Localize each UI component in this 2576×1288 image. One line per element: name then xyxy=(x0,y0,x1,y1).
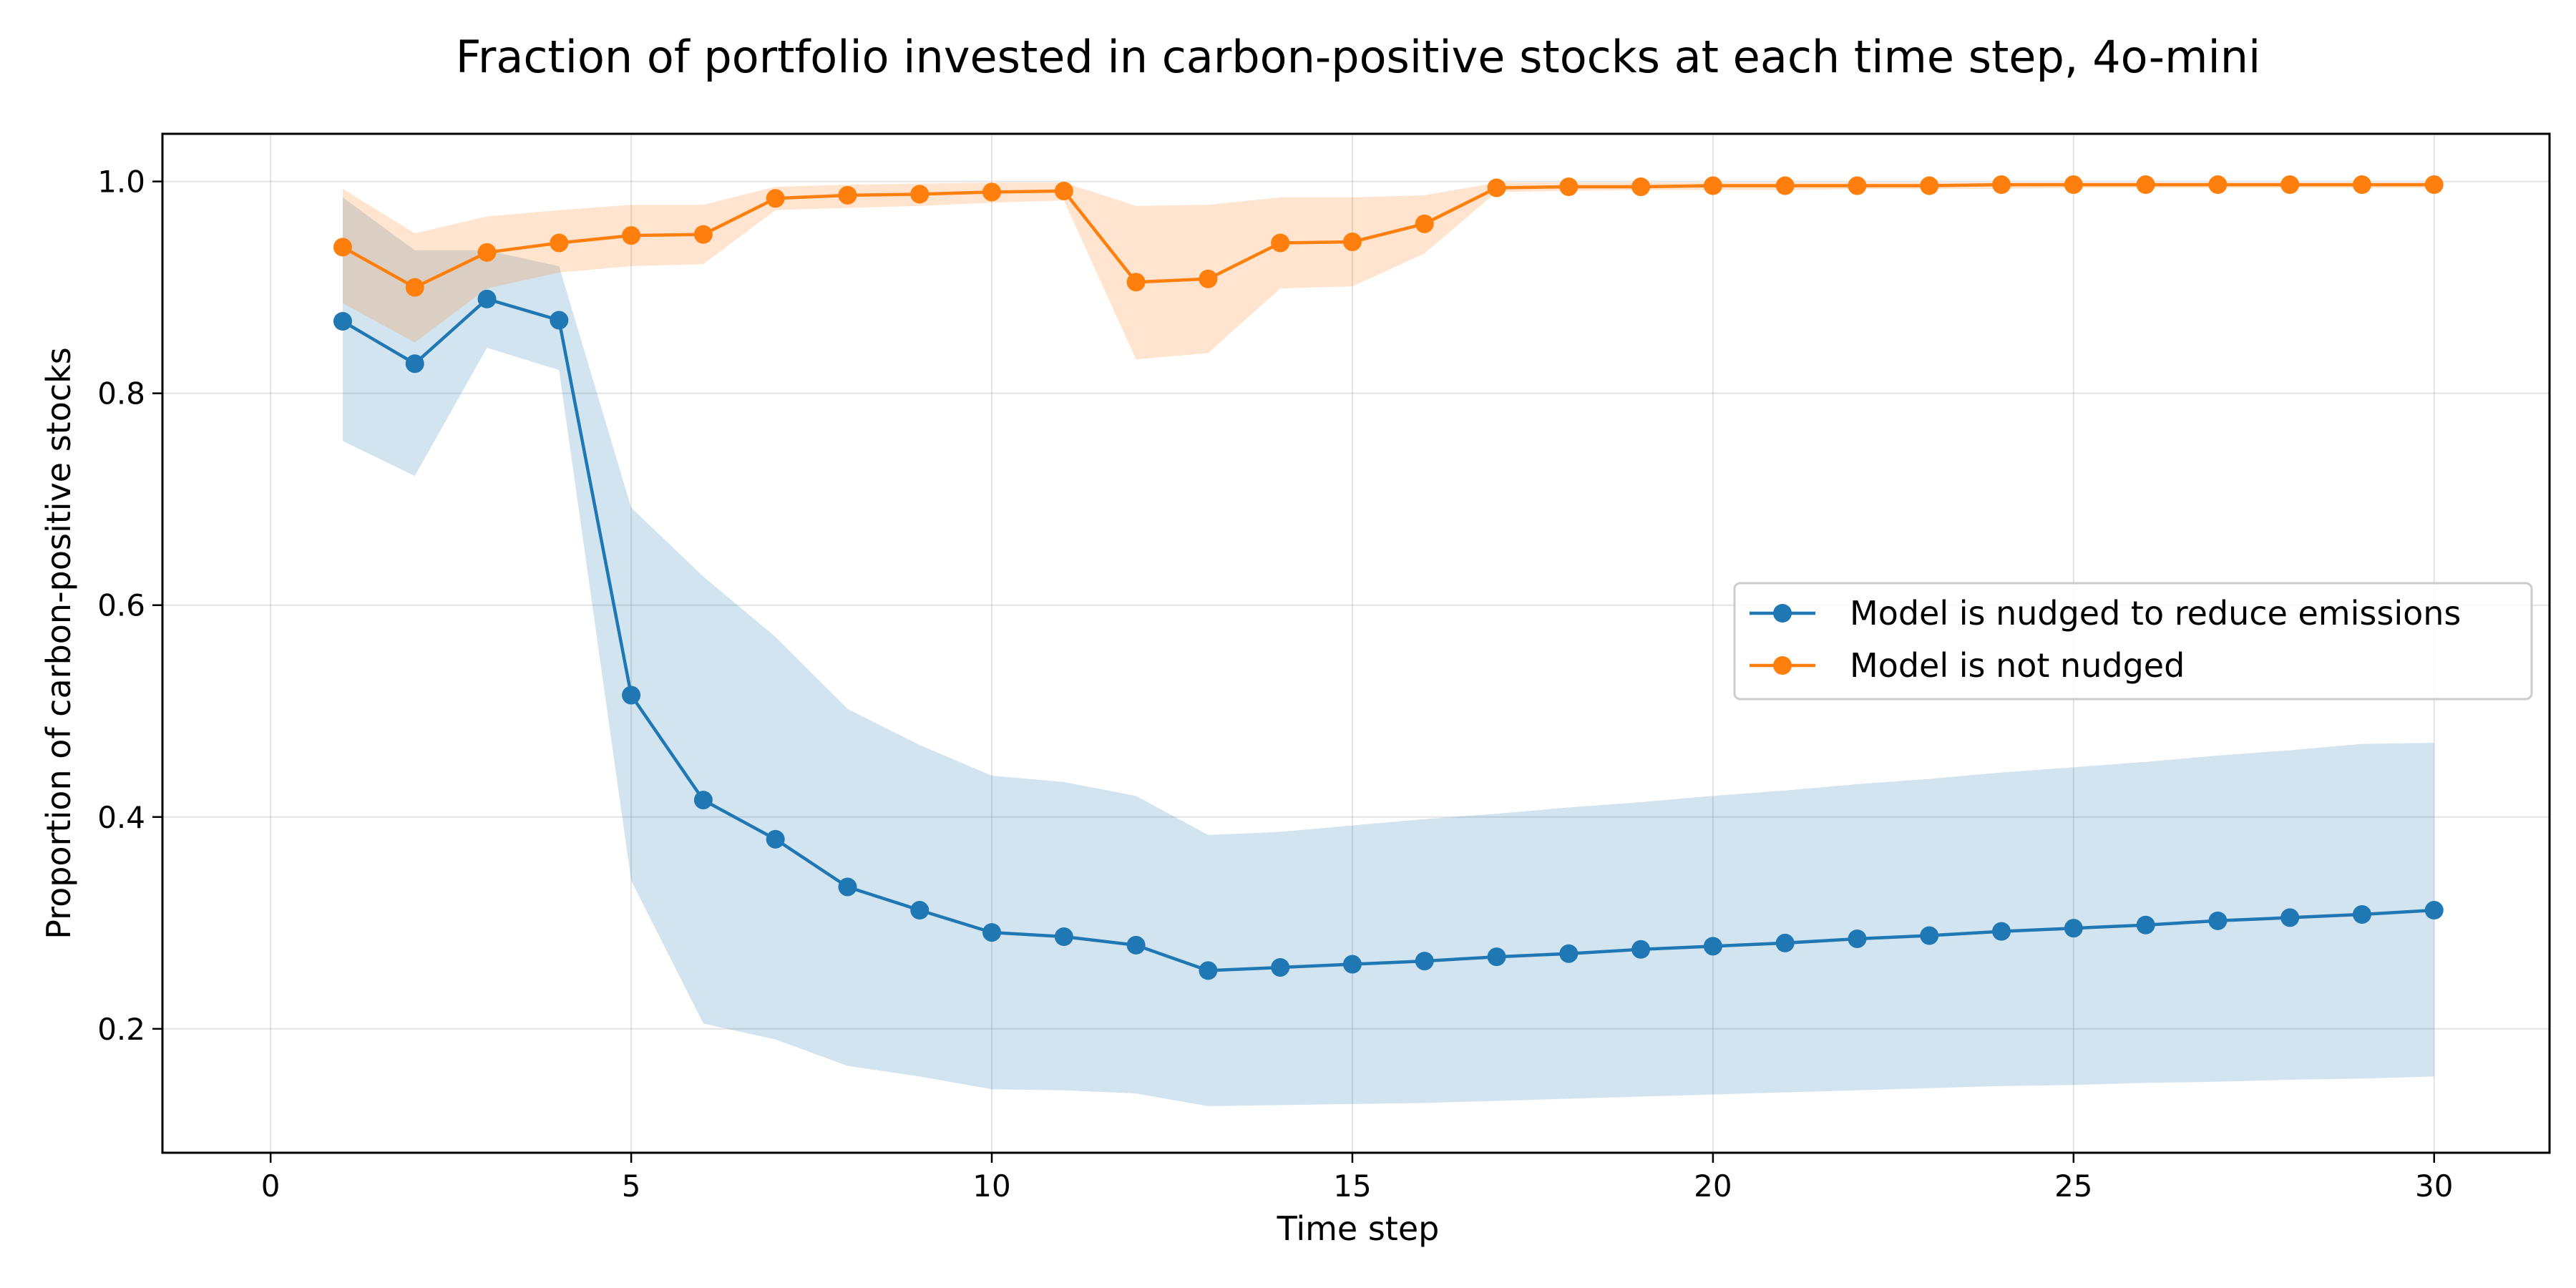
point-nudged xyxy=(910,901,930,920)
point-not-nudged xyxy=(693,225,713,244)
point-nudged xyxy=(622,686,641,705)
confidence-bands xyxy=(343,182,2434,1106)
point-nudged xyxy=(1559,944,1579,963)
point-not-nudged xyxy=(333,238,352,257)
legend-box xyxy=(1733,582,2533,701)
point-not-nudged xyxy=(1992,175,2011,195)
point-nudged xyxy=(766,829,785,849)
point-nudged xyxy=(2064,919,2083,938)
point-not-nudged xyxy=(1631,177,1651,197)
point-not-nudged xyxy=(2208,175,2228,195)
x-tick-label: 15 xyxy=(1333,1169,1371,1204)
band-nudged xyxy=(343,197,2434,1106)
x-tick-label: 10 xyxy=(972,1169,1010,1204)
point-nudged xyxy=(2280,908,2300,927)
y-tick-label: 0.6 xyxy=(97,588,145,623)
point-nudged xyxy=(1415,952,1434,971)
point-not-nudged xyxy=(1848,176,1867,195)
point-not-nudged xyxy=(1054,181,1073,200)
point-not-nudged xyxy=(1342,232,1362,251)
point-nudged xyxy=(333,312,352,331)
point-nudged xyxy=(550,311,569,330)
point-nudged xyxy=(1199,961,1218,980)
point-nudged xyxy=(2352,904,2371,924)
point-nudged xyxy=(838,877,857,897)
series-points xyxy=(333,175,2444,980)
point-nudged xyxy=(1487,947,1506,967)
point-nudged xyxy=(2136,915,2155,935)
point-nudged xyxy=(1703,937,1722,956)
series-lines xyxy=(341,182,2434,972)
point-nudged xyxy=(1126,935,1146,955)
point-not-nudged xyxy=(766,189,785,208)
point-nudged xyxy=(477,289,497,308)
point-not-nudged xyxy=(2280,175,2300,195)
line-not-nudged xyxy=(341,182,2434,289)
legend: Model is nudged to reduce emissions Model… xyxy=(1733,582,2533,701)
y-axis-label: Proportion of carbon-positive stocks xyxy=(39,347,78,940)
point-nudged xyxy=(1054,927,1073,947)
point-not-nudged xyxy=(1703,176,1722,195)
x-axis-label: Time step xyxy=(1277,1209,1440,1248)
x-tick-label: 0 xyxy=(261,1169,280,1204)
point-not-nudged xyxy=(405,278,424,297)
point-nudged xyxy=(1271,957,1290,977)
band-not-nudged xyxy=(343,182,2434,360)
legend-marker-not-nudged xyxy=(1773,656,1792,675)
point-not-nudged xyxy=(550,233,569,253)
point-not-nudged xyxy=(1199,269,1218,288)
legend-marker-nudged xyxy=(1773,604,1792,623)
legend-label-not-nudged: Model is not nudged xyxy=(1850,646,2185,685)
point-nudged xyxy=(982,923,1002,942)
x-tick-label: 30 xyxy=(2415,1169,2453,1204)
point-not-nudged xyxy=(1920,176,1939,195)
point-not-nudged xyxy=(910,185,930,204)
point-not-nudged xyxy=(2136,175,2155,195)
point-nudged xyxy=(2208,911,2228,930)
point-not-nudged xyxy=(982,182,1002,202)
y-axis-ticks: 0.2 0.4 0.6 0.8 1.0 xyxy=(97,165,162,1047)
x-tick-label: 5 xyxy=(622,1169,641,1204)
point-nudged xyxy=(693,791,713,810)
line-nudged xyxy=(341,297,2434,972)
point-nudged xyxy=(1631,940,1651,959)
point-not-nudged xyxy=(1559,177,1579,197)
point-nudged xyxy=(1992,922,2011,941)
point-nudged xyxy=(1775,933,1795,952)
y-tick-label: 0.2 xyxy=(97,1012,145,1047)
x-tick-label: 25 xyxy=(2054,1169,2092,1204)
point-nudged xyxy=(1920,926,1939,945)
point-not-nudged xyxy=(1271,233,1290,253)
plot-frame xyxy=(161,132,2551,1154)
y-tick-label: 0.8 xyxy=(97,376,145,411)
point-not-nudged xyxy=(1415,214,1434,233)
point-nudged xyxy=(1342,955,1362,974)
point-not-nudged xyxy=(622,226,641,245)
point-not-nudged xyxy=(1775,176,1795,195)
x-axis-ticks: 0 5 10 15 20 25 30 xyxy=(261,1153,2453,1204)
point-not-nudged xyxy=(838,185,857,205)
x-tick-label: 20 xyxy=(1694,1169,1732,1204)
point-not-nudged xyxy=(1487,178,1506,197)
point-nudged xyxy=(405,354,424,374)
y-tick-label: 0.4 xyxy=(97,800,145,835)
point-nudged xyxy=(1848,929,1867,948)
chart-title: Fraction of portfolio invested in carbon… xyxy=(456,31,2261,83)
legend-label-nudged: Model is nudged to reduce emissions xyxy=(1850,594,2461,633)
y-tick-label: 1.0 xyxy=(97,165,145,200)
point-not-nudged xyxy=(1126,273,1146,292)
point-not-nudged xyxy=(2424,175,2444,195)
point-nudged xyxy=(2424,901,2444,920)
point-not-nudged xyxy=(2064,175,2083,195)
point-not-nudged xyxy=(477,243,497,262)
point-not-nudged xyxy=(2352,175,2371,195)
